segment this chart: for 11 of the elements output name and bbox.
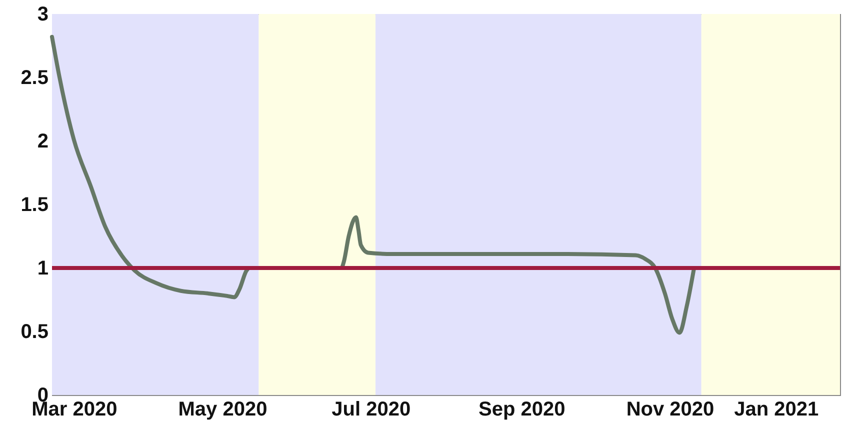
y-tick-label: 1.5 <box>20 194 48 216</box>
x-tick-label: Nov 2020 <box>626 398 714 420</box>
x-tick-label: May 2020 <box>178 398 268 420</box>
y-tick-label: 1 <box>37 258 48 280</box>
x-tick-label: Jul 2020 <box>332 398 411 420</box>
x-tick-label: Jan 2021 <box>734 398 819 420</box>
y-tick-label: 3 <box>37 4 48 26</box>
y-tick-label: 0.5 <box>20 321 48 343</box>
x-tick-label: Sep 2020 <box>478 398 566 420</box>
y-tick-label: 2.5 <box>20 67 48 89</box>
y-tick-label: 2 <box>37 130 48 152</box>
